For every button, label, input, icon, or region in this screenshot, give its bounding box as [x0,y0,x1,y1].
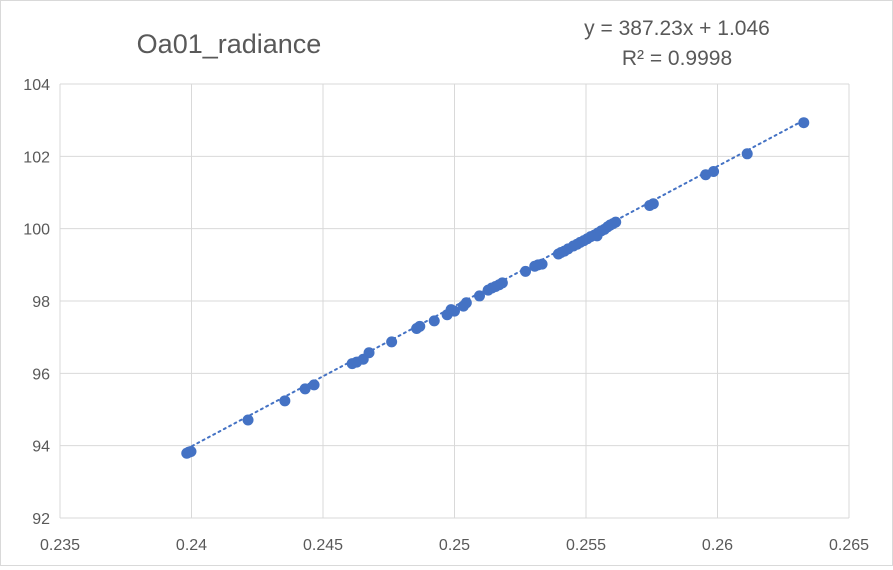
data-point [536,258,548,270]
data-point [386,336,398,348]
data-point [299,383,311,395]
data-point [460,297,472,309]
chart-title: Oa01_radiance [137,29,322,59]
data-point [414,320,426,332]
data-point [308,379,320,391]
data-point [185,445,197,457]
x-tick-label: 0.24 [176,537,207,554]
x-tick-label: 0.235 [40,537,80,554]
data-point [473,290,485,302]
x-tick-label: 0.25 [439,537,470,554]
data-point [520,265,532,277]
y-tick-label: 96 [32,366,50,383]
data-point [708,166,720,178]
data-point [279,395,291,407]
data-point [647,198,659,210]
y-tick-label: 100 [23,222,50,239]
data-point [363,347,375,359]
data-point [741,148,753,160]
x-tick-label: 0.255 [566,537,606,554]
data-point [428,315,440,327]
x-tick-label: 0.245 [303,537,343,554]
y-tick-label: 94 [32,439,50,456]
data-point [610,216,622,228]
data-point [449,305,460,317]
data-point [798,117,810,129]
x-tick-label: 0.265 [829,537,869,554]
y-tick-label: 104 [23,77,50,94]
data-point [242,414,254,426]
trendline-equation: y = 387.23x + 1.046 [584,17,770,40]
data-point [496,277,508,289]
x-tick-label: 0.26 [702,537,733,554]
data-points [181,117,810,459]
gridlines [59,83,850,519]
y-tick-label: 98 [32,294,50,311]
tick-labels: 0.235 0.24 0.245 0.25 0.255 0.26 0.265 92 94 96 98… [23,77,869,554]
trendline-r-squared: R² = 0.9998 [622,47,732,70]
y-tick-label: 92 [32,511,50,528]
y-tick-label: 102 [23,149,50,166]
